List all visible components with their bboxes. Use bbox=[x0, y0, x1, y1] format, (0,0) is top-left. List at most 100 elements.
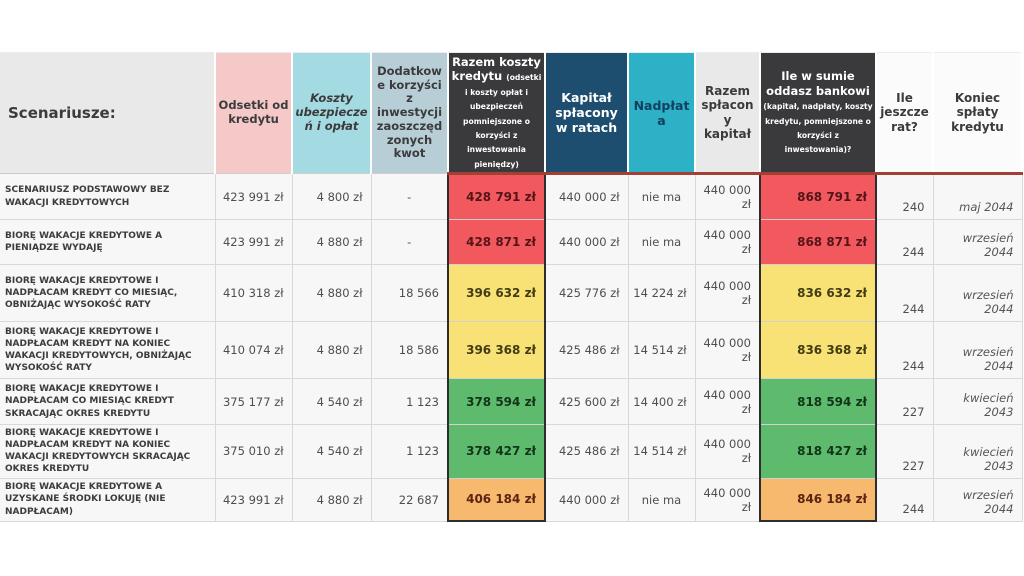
cell-dodatkowe: 18 566 bbox=[370, 264, 449, 322]
cell-dodatkowe: - bbox=[370, 173, 449, 220]
cell-razem-kapital: 440 000 zł bbox=[694, 321, 761, 379]
cell-koszty: 4 880 zł bbox=[291, 219, 372, 265]
cell-koniec: wrzesień 2044 bbox=[932, 219, 1023, 265]
col-header-oddasz-bankowi: Ile w sumie oddasz bankowi (kapitał, nad… bbox=[759, 52, 877, 175]
cell-oddasz: 868 871 zł bbox=[759, 219, 877, 265]
cell-oddasz: 818 594 zł bbox=[759, 378, 877, 425]
cell-oddasz: 836 368 zł bbox=[759, 321, 877, 379]
cell-kapital-raty: 440 000 zł bbox=[544, 219, 629, 265]
cell-ile-rat: 240 bbox=[875, 173, 934, 220]
cell-odsetki: 423 991 zł bbox=[214, 173, 293, 220]
cell-kapital-raty: 440 000 zł bbox=[544, 477, 629, 522]
cell-nadplata: nie ma bbox=[627, 173, 696, 220]
cell-razem-kapital: 440 000 zł bbox=[694, 173, 761, 220]
cell-nadplata: 14 514 zł bbox=[627, 424, 696, 479]
col-header-razem-koszty: Razem koszty kredytu (odsetki i koszty o… bbox=[447, 52, 546, 175]
col-header-koniec-splaty: Koniec spłaty kredytu bbox=[932, 52, 1023, 175]
cell-koniec: kwiecień 2043 bbox=[932, 378, 1023, 425]
cell-ile-rat: 244 bbox=[875, 321, 934, 379]
cell-razem-kapital: 440 000 zł bbox=[694, 264, 761, 322]
cell-razem-koszty: 396 368 zł bbox=[447, 321, 546, 379]
table-row: BIORĘ WAKACJE KREDYTOWE A PIENIĄDZE WYDA… bbox=[0, 219, 1023, 265]
cell-koszty: 4 540 zł bbox=[291, 378, 372, 425]
cell-scenario: BIORĘ WAKACJE KREDYTOWE A PIENIĄDZE WYDA… bbox=[0, 219, 216, 265]
cell-scenario: SCENARIUSZ PODSTAWOWY BEZ WAKACJI KREDYT… bbox=[0, 173, 216, 220]
cell-koszty: 4 880 zł bbox=[291, 321, 372, 379]
cell-razem-koszty: 406 184 zł bbox=[447, 477, 546, 523]
cell-razem-koszty: 396 632 zł bbox=[447, 264, 546, 322]
cell-razem-kapital: 440 000 zł bbox=[694, 424, 761, 479]
cell-kapital-raty: 425 486 zł bbox=[544, 321, 629, 379]
cell-odsetki: 423 991 zł bbox=[214, 219, 293, 265]
cell-razem-koszty: 378 427 zł bbox=[447, 424, 546, 479]
cell-ile-rat: 244 bbox=[875, 219, 934, 265]
header-row: Scenariusze: Odsetki od kredytu Koszty u… bbox=[0, 52, 1023, 175]
cell-odsetki: 375 010 zł bbox=[214, 424, 293, 479]
cell-scenario: BIORĘ WAKACJE KREDYTOWE I NADPŁACAM CO M… bbox=[0, 378, 216, 425]
table-row: BIORĘ WAKACJE KREDYTOWE I NADPŁACAM KRED… bbox=[0, 321, 1023, 379]
cell-scenario: BIORĘ WAKACJE KREDYTOWE I NADPŁACAM KRED… bbox=[0, 321, 216, 379]
table-row: BIORĘ WAKACJE KREDYTOWE A UZYSKANE ŚRODK… bbox=[0, 477, 1023, 523]
cell-ile-rat: 244 bbox=[875, 477, 934, 522]
col-header-kapital-raty: Kapitał spłacony w ratach bbox=[544, 52, 629, 175]
cell-razem-koszty: 428 791 zł bbox=[447, 173, 546, 220]
cell-koniec: kwiecień 2043 bbox=[932, 424, 1023, 479]
cell-razem-koszty: 378 594 zł bbox=[447, 378, 546, 425]
cell-kapital-raty: 440 000 zł bbox=[544, 173, 629, 220]
cell-nadplata: 14 514 zł bbox=[627, 321, 696, 379]
cell-odsetki: 423 991 zł bbox=[214, 477, 293, 522]
cell-odsetki: 410 074 zł bbox=[214, 321, 293, 379]
table-row: SCENARIUSZ PODSTAWOWY BEZ WAKACJI KREDYT… bbox=[0, 173, 1023, 220]
cell-koszty: 4 880 zł bbox=[291, 264, 372, 322]
credit-holidays-comparison-table: Scenariusze: Odsetki od kredytu Koszty u… bbox=[0, 52, 1023, 523]
col-header-odsetki: Odsetki od kredytu bbox=[214, 52, 293, 174]
col-header-dodatkowe-korzysci: Dodatkowe korzyści z inwestycji zaoszczę… bbox=[370, 52, 449, 174]
cell-kapital-raty: 425 486 zł bbox=[544, 424, 629, 479]
cell-ile-rat: 244 bbox=[875, 264, 934, 322]
col-header-ile-rat: Ile jeszcze rat? bbox=[875, 52, 934, 175]
col-header-razem-kapital: Razem spłacony kapitał bbox=[694, 52, 761, 175]
cell-oddasz: 868 791 zł bbox=[759, 173, 877, 220]
cell-dodatkowe: 1 123 bbox=[370, 378, 449, 425]
table-row: BIORĘ WAKACJE KREDYTOWE I NADPŁACAM CO M… bbox=[0, 378, 1023, 425]
cell-dodatkowe: - bbox=[370, 219, 449, 265]
cell-koniec: wrzesień 2044 bbox=[932, 264, 1023, 322]
cell-koszty: 4 880 zł bbox=[291, 477, 372, 522]
scenarios-header: Scenariusze: bbox=[0, 52, 216, 174]
table-row: BIORĘ WAKACJE KREDYTOWE I NADPŁACAM KRED… bbox=[0, 424, 1023, 479]
cell-scenario: BIORĘ WAKACJE KREDYTOWE A UZYSKANE ŚRODK… bbox=[0, 477, 216, 522]
cell-koszty: 4 540 zł bbox=[291, 424, 372, 479]
cell-kapital-raty: 425 776 zł bbox=[544, 264, 629, 322]
cell-oddasz: 836 632 zł bbox=[759, 264, 877, 322]
cell-kapital-raty: 425 600 zł bbox=[544, 378, 629, 425]
cell-koniec: wrzesień 2044 bbox=[932, 477, 1023, 522]
col-header-oddasz-bankowi-title: Ile w sumie oddasz bankowi bbox=[766, 69, 870, 98]
cell-nadplata: nie ma bbox=[627, 477, 696, 522]
col-header-oddasz-bankowi-sub: (kapitał, nadpłaty, koszty kredytu, pomn… bbox=[763, 102, 873, 155]
cell-odsetki: 375 177 zł bbox=[214, 378, 293, 425]
col-header-koszty-ubezpieczen: Koszty ubezpieczeń i opłat bbox=[291, 52, 372, 174]
cell-odsetki: 410 318 zł bbox=[214, 264, 293, 322]
cell-ile-rat: 227 bbox=[875, 378, 934, 425]
col-header-razem-koszty-sub: (odsetki i koszty opłat i ubezpieczeń po… bbox=[463, 73, 542, 169]
cell-dodatkowe: 18 586 bbox=[370, 321, 449, 379]
cell-scenario: BIORĘ WAKACJE KREDYTOWE I NADPŁACAM KRED… bbox=[0, 264, 216, 322]
cell-razem-koszty: 428 871 zł bbox=[447, 219, 546, 265]
cell-koniec: wrzesień 2044 bbox=[932, 321, 1023, 379]
cell-nadplata: nie ma bbox=[627, 219, 696, 265]
cell-nadplata: 14 224 zł bbox=[627, 264, 696, 322]
cell-scenario: BIORĘ WAKACJE KREDYTOWE I NADPŁACAM KRED… bbox=[0, 424, 216, 479]
cell-koniec: maj 2044 bbox=[932, 173, 1023, 220]
cell-nadplata: 14 400 zł bbox=[627, 378, 696, 425]
cell-oddasz: 818 427 zł bbox=[759, 424, 877, 479]
cell-dodatkowe: 22 687 bbox=[370, 477, 449, 522]
cell-razem-kapital: 440 000 zł bbox=[694, 219, 761, 265]
cell-koszty: 4 800 zł bbox=[291, 173, 372, 220]
col-header-nadplata: Nadpłata bbox=[627, 52, 696, 175]
cell-ile-rat: 227 bbox=[875, 424, 934, 479]
cell-razem-kapital: 440 000 zł bbox=[694, 477, 761, 522]
cell-dodatkowe: 1 123 bbox=[370, 424, 449, 479]
cell-oddasz: 846 184 zł bbox=[759, 477, 877, 523]
col-header-razem-koszty-title: Razem koszty kredytu bbox=[451, 55, 541, 84]
